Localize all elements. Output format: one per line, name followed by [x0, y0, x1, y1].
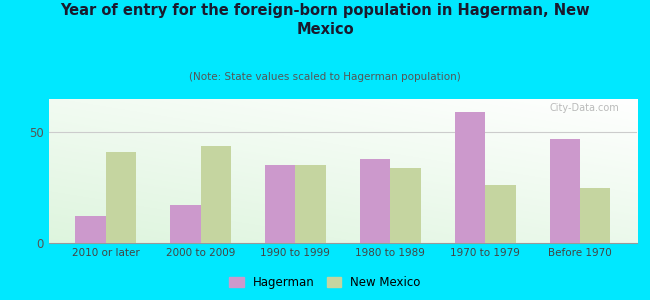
- Bar: [75, 216, 106, 243]
- Bar: [485, 185, 515, 243]
- Bar: [296, 166, 326, 243]
- Text: (Note: State values scaled to Hagerman population): (Note: State values scaled to Hagerman p…: [189, 72, 461, 82]
- Bar: [265, 166, 296, 243]
- Legend: Hagerman, New Mexico: Hagerman, New Mexico: [225, 272, 425, 294]
- Bar: [360, 159, 390, 243]
- Bar: [106, 152, 136, 243]
- Bar: [390, 168, 421, 243]
- Bar: [455, 112, 485, 243]
- Bar: [201, 146, 231, 243]
- Text: City-Data.com: City-Data.com: [550, 103, 619, 113]
- Text: Year of entry for the foreign-born population in Hagerman, New
Mexico: Year of entry for the foreign-born popul…: [60, 3, 590, 37]
- Bar: [170, 205, 201, 243]
- Bar: [580, 188, 610, 243]
- Bar: [550, 139, 580, 243]
